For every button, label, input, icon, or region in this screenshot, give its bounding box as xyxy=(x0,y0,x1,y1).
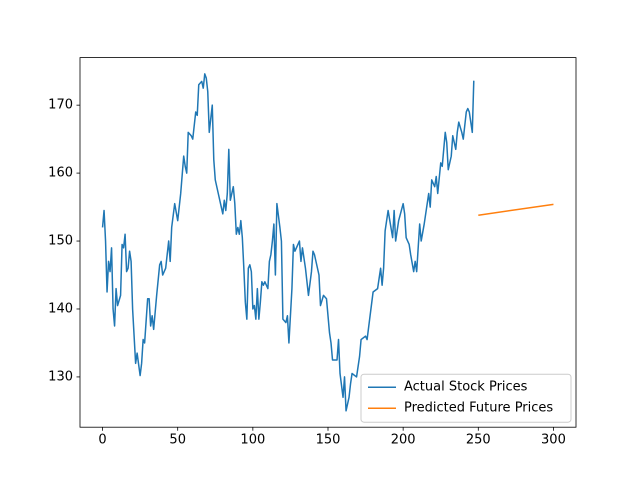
y-tick-label: 130 xyxy=(48,369,73,384)
x-tick-label: 150 xyxy=(316,433,341,448)
legend-box xyxy=(360,373,572,423)
x-tick-label: 0 xyxy=(98,433,106,448)
line-series xyxy=(478,203,554,216)
line-series xyxy=(101,73,475,412)
x-tick-label: 250 xyxy=(466,433,491,448)
axes-frame xyxy=(79,57,577,428)
y-tick-label: 140 xyxy=(48,301,73,316)
x-tick-label: 300 xyxy=(541,433,566,448)
y-tick-label: 170 xyxy=(48,98,73,113)
x-tick-label: 200 xyxy=(391,433,416,448)
x-tick-label: 100 xyxy=(240,433,265,448)
y-tick-label: 150 xyxy=(48,234,73,249)
legend-label: Predicted Future Prices xyxy=(404,401,553,416)
x-tick-label: 50 xyxy=(169,433,186,448)
legend-label: Actual Stock Prices xyxy=(404,380,528,395)
y-tick-label: 160 xyxy=(48,166,73,181)
